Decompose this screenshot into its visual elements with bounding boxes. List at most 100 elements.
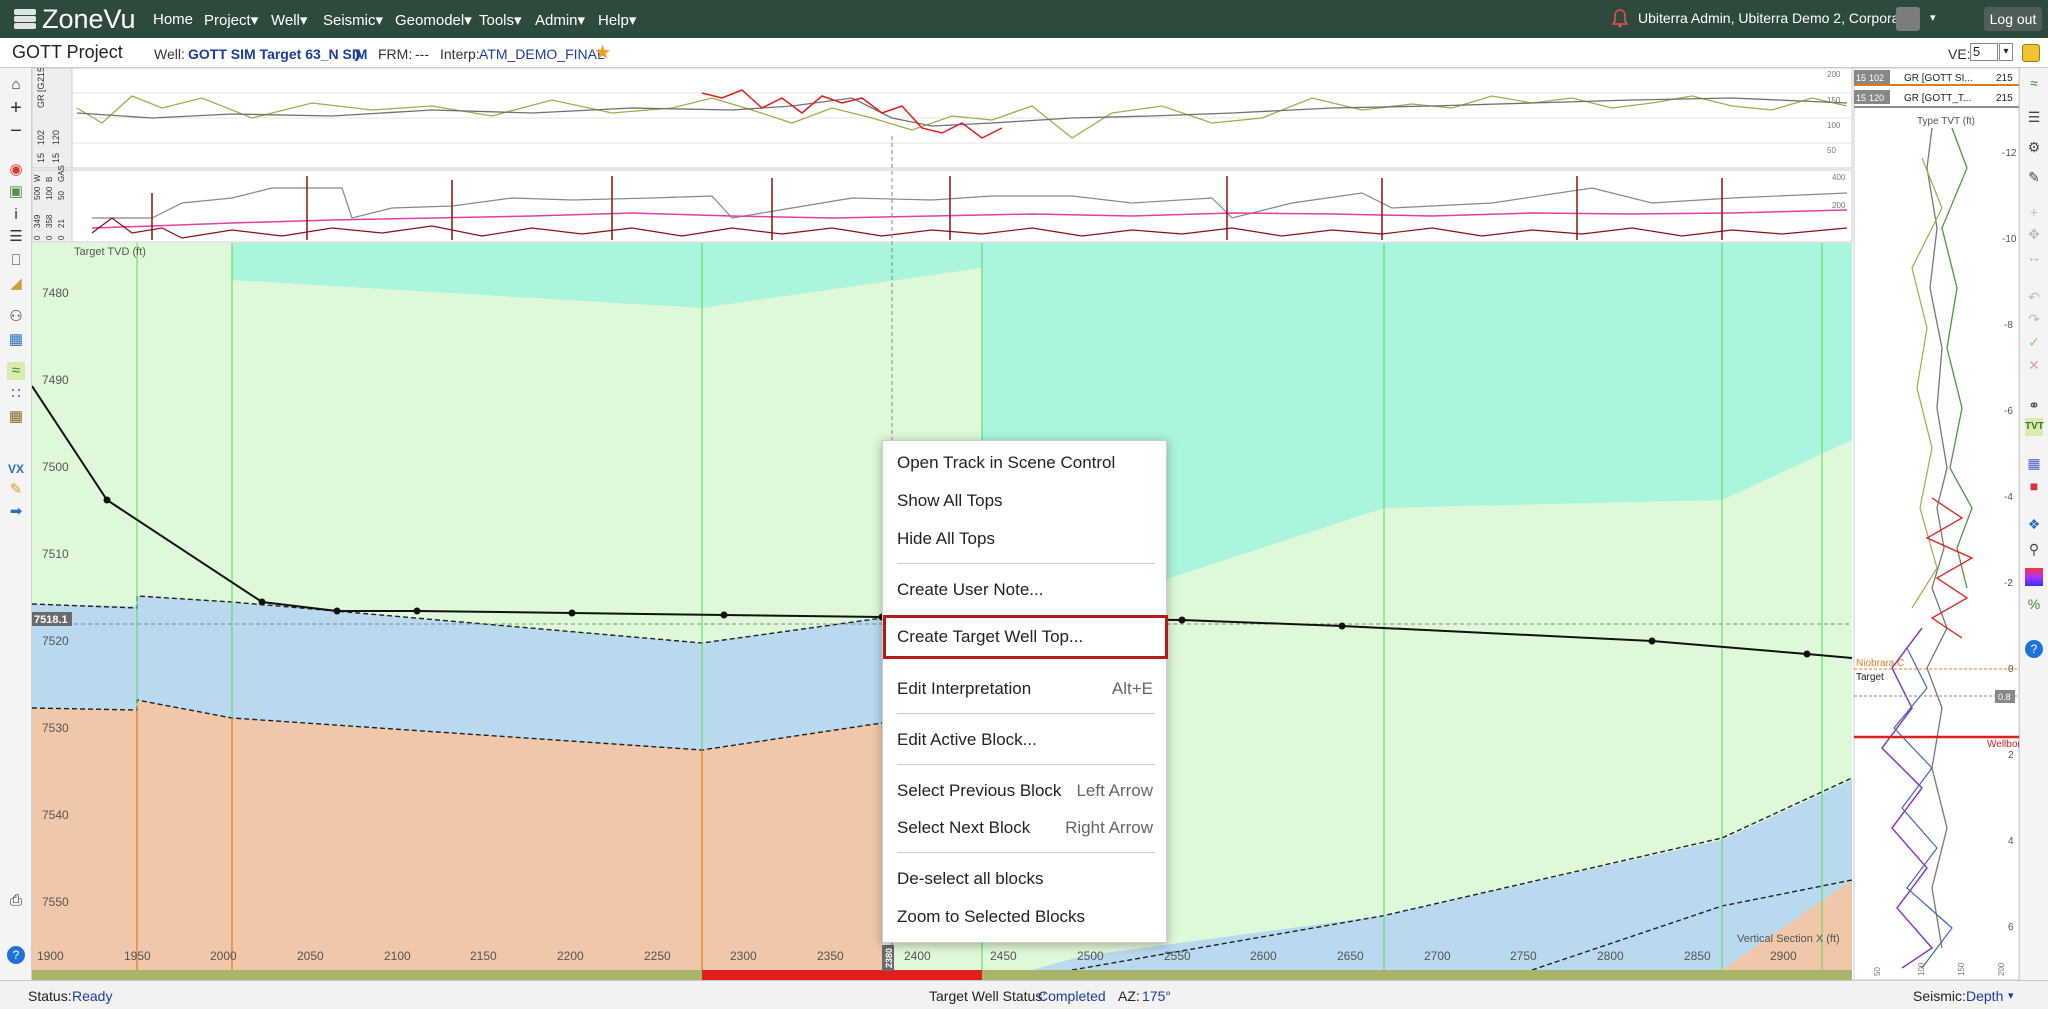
zonevu-logo[interactable]: ZoneVu (14, 4, 136, 34)
nav-admin[interactable]: Admin▾ (535, 12, 586, 29)
menu-open-track[interactable]: Open Track in Scene Control (897, 450, 1157, 476)
avatar[interactable] (1896, 7, 1920, 31)
colormap-icon[interactable] (2025, 568, 2043, 586)
frm-value[interactable]: --- (415, 46, 429, 62)
seismic-selector[interactable]: Depth (1966, 988, 2004, 1004)
chevron-down-icon[interactable]: ▾ (1930, 12, 1936, 24)
chevron-down-icon[interactable]: ▾ (2008, 990, 2014, 1002)
marker-icon[interactable]: ■ (2029, 478, 2039, 494)
interp-label: Interp: (440, 46, 480, 62)
filter-icon[interactable]: ❖ (2027, 516, 2041, 532)
resize-icon[interactable]: ↔ (2027, 249, 2041, 265)
map-icon[interactable]: ▦ (8, 331, 24, 348)
menu-create-target-well-top[interactable]: Create Target Well Top... (897, 624, 1157, 650)
x-tick: 2700 (1424, 949, 1451, 963)
lock-icon[interactable] (2022, 44, 2040, 62)
help-icon[interactable]: ? (2025, 640, 2043, 658)
ve-input[interactable]: 5 (1970, 43, 1998, 61)
pencil-icon[interactable]: ✎ (2028, 169, 2040, 185)
percent-icon[interactable]: % (2027, 596, 2041, 612)
move-icon[interactable]: ✥ (2028, 226, 2040, 242)
tvt-icon[interactable]: TVT (2025, 418, 2044, 436)
menu-hide-all-tops[interactable]: Hide All Tops (897, 526, 1157, 552)
settings-icon[interactable]: ⚙ (2027, 139, 2041, 155)
menu-edit-active-block[interactable]: Edit Active Block... (897, 727, 1157, 753)
zoom-out-icon[interactable]: − (10, 120, 22, 142)
menu-zoom-to-selected[interactable]: Zoom to Selected Blocks (897, 904, 1157, 930)
add-icon[interactable]: + (2029, 204, 2039, 220)
menu-select-next-block[interactable]: Select Next Block Right Arrow (897, 815, 1157, 841)
list-icon[interactable]: ☰ (2027, 109, 2041, 125)
help-icon[interactable]: ? (7, 946, 25, 964)
target-icon[interactable]: ◉ (9, 161, 23, 178)
vx-icon[interactable]: VX (7, 462, 24, 476)
menu-label: Edit Active Block... (897, 730, 1037, 749)
link-icon[interactable]: ⚭ (2028, 397, 2040, 413)
az-label: AZ: (1118, 988, 1140, 1004)
zoom-in-icon[interactable]: + (10, 97, 22, 119)
section-view-icon[interactable]: ≈ (7, 362, 25, 380)
menu-select-previous-block[interactable]: Select Previous Block Left Arrow (897, 778, 1157, 804)
menu-edit-interpretation[interactable]: Edit Interpretation Alt+E (897, 676, 1157, 702)
info-icon[interactable]: i (14, 206, 18, 223)
gas-log-track[interactable]: 400 200 0 349 500 W 0 358 100 B 0 21 50 … (32, 165, 1853, 243)
cross-section[interactable]: Target TVD (ft) 7480 7490 7500 7510 7520… (32, 136, 1853, 980)
undo-icon[interactable]: ↶ (2028, 289, 2040, 305)
3d-icon[interactable]: ⚇ (9, 308, 23, 325)
camera-icon[interactable]: ⎕ (11, 252, 21, 269)
chevron-down-icon[interactable]: ❯ (353, 49, 363, 61)
nav-well[interactable]: Well▾ (271, 12, 308, 29)
gas-track-scale: 500 (33, 186, 42, 200)
favorite-star-icon[interactable]: ★ (595, 43, 611, 62)
logo-text: ZoneVu (42, 3, 136, 34)
menu-deselect-all-blocks[interactable]: De-select all blocks (897, 866, 1157, 892)
check-icon[interactable]: ✓ (2028, 334, 2040, 350)
redo-icon[interactable]: ↷ (2028, 311, 2040, 327)
menu-show-all-tops[interactable]: Show All Tops (897, 488, 1157, 514)
menu-create-user-note[interactable]: Create User Note... (897, 577, 1157, 603)
user-info[interactable]: Ubiterra Admin, Ubiterra Demo 2, Corpora… (1638, 10, 1912, 26)
tvd-tick: 7530 (42, 721, 69, 735)
gr-log-track[interactable]: 200 150 100 50 15 102 GR [G... 215 15 12… (32, 68, 1853, 169)
blocks-icon[interactable]: ▦ (2027, 455, 2041, 471)
nav-help[interactable]: Help▾ (598, 12, 637, 29)
nav-project[interactable]: Project▾ (204, 12, 259, 29)
nav-home[interactable]: Home (153, 11, 194, 28)
nav-tools[interactable]: Tools▾ (479, 12, 522, 29)
pencil-icon[interactable]: ✎ (9, 481, 23, 498)
gas-track-scale: 0 (45, 235, 54, 240)
tvd-tick: 7480 (42, 286, 69, 300)
nav-seismic[interactable]: Seismic▾ (323, 12, 384, 29)
nav-admin-label: Admin (535, 12, 578, 29)
interp-selector[interactable]: ATM_DEMO_FINAL (479, 46, 605, 62)
well-selector[interactable]: GOTT SIM Target 63_N SIM (188, 46, 368, 62)
grid-icon[interactable]: ▦ (8, 408, 24, 425)
type-log-panel[interactable]: 15 102 GR [GOTT SI... 215 15 120 GR [GOT… (1853, 68, 2019, 980)
cube-icon[interactable]: ▣ (8, 183, 24, 200)
home-icon[interactable]: ⌂ (11, 76, 21, 93)
logout-button[interactable]: Log out (1984, 7, 2042, 31)
layers-icon[interactable]: ☰ (9, 228, 23, 245)
nav-tools-label: Tools (479, 12, 515, 29)
tvt-tick: -8 (2004, 320, 2013, 331)
nav-geomodel[interactable]: Geomodel▾ (395, 12, 472, 29)
search-icon[interactable]: ⚲ (2028, 541, 2040, 557)
arrows-icon[interactable]: ➡ (9, 503, 23, 520)
points-icon[interactable]: ∷ (11, 385, 21, 402)
geosteering-view[interactable]: 200 150 100 50 15 102 GR [G... 215 15 12… (32, 68, 2019, 980)
notification-icon[interactable] (1612, 8, 1628, 28)
print-icon[interactable]: ⎙ (9, 892, 22, 909)
gas-track-scale: 21 (57, 219, 66, 228)
menu-divider (897, 764, 1155, 765)
section-icon[interactable]: ≈ (2030, 75, 2038, 91)
menu-highlight (883, 615, 1168, 659)
type-gr1-label: GR [GOTT SI... (1904, 73, 1973, 84)
ve-dropdown[interactable]: ▾ (1999, 43, 2013, 61)
ruler-icon[interactable]: ◢ (10, 275, 22, 292)
x-tick: 2250 (644, 949, 671, 963)
close-icon[interactable]: ✕ (2028, 357, 2040, 373)
ve-label: VE: (1948, 46, 1971, 62)
menu-divider (897, 852, 1155, 853)
nav-well-label: Well (271, 12, 300, 29)
x-tick: 2800 (1597, 949, 1624, 963)
